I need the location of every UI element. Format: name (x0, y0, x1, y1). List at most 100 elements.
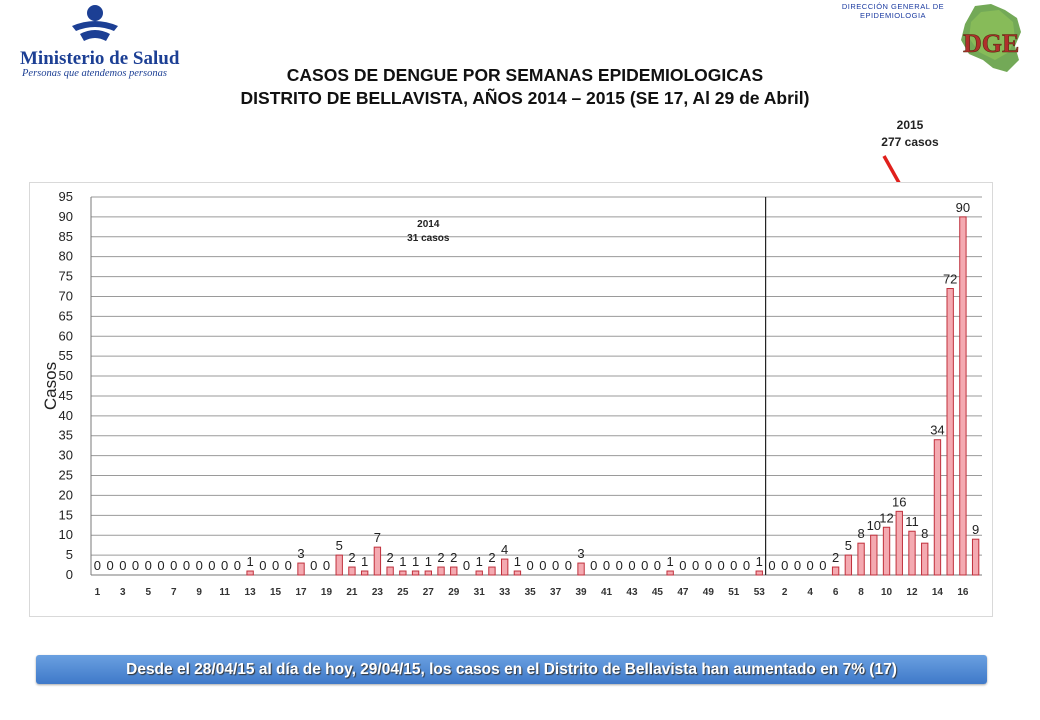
x-tick-label: 10 (881, 587, 893, 598)
ministry-tagline: Personas que atendemos personas (22, 68, 167, 79)
data-label: 1 (667, 554, 674, 569)
data-label: 0 (106, 558, 113, 573)
x-tick-label: 25 (397, 587, 409, 598)
data-label: 0 (183, 558, 190, 573)
x-tick-label: 9 (196, 587, 202, 598)
dge-caption-line2: EPIDEMIOLOGIA (859, 11, 927, 20)
data-label: 12 (879, 510, 893, 525)
chart-title-line2: DISTRITO DE BELLAVISTA, AÑOS 2014 – 2015… (240, 88, 810, 108)
data-label: 0 (323, 558, 330, 573)
x-tick-label: 47 (677, 587, 689, 598)
data-label: 2 (450, 550, 457, 565)
data-label: 0 (539, 558, 546, 573)
dge-caption-line1: DIRECCIÓN GENERAL DE (841, 2, 945, 11)
bar-2015-week-14 (933, 439, 942, 576)
data-label: 0 (170, 558, 177, 573)
chart-title-line1: CASOS DE DENGUE POR SEMANAS EPIDEMIOLOGI… (286, 65, 764, 85)
data-label: 0 (616, 558, 623, 573)
data-label: 1 (412, 554, 419, 569)
data-label: 4 (501, 542, 508, 557)
data-label: 0 (119, 558, 126, 573)
x-tick-label: 6 (833, 587, 839, 598)
data-label: 0 (819, 558, 826, 573)
x-tick-label: 19 (321, 587, 333, 598)
annotation-2015-cases: 277 casos (881, 135, 939, 149)
bar-2014-week-22 (360, 570, 369, 576)
data-label: 0 (157, 558, 164, 573)
bar-2014-week-34 (513, 570, 522, 576)
data-label: 1 (246, 554, 253, 569)
data-label: 0 (794, 558, 801, 573)
x-tick-label: 27 (423, 587, 435, 598)
x-tick-label: 21 (346, 587, 358, 598)
data-label: 0 (590, 558, 597, 573)
bar-2014-week-33 (500, 558, 509, 576)
bar-2014-week-17 (297, 562, 305, 576)
data-label: 34 (930, 423, 944, 438)
data-label: 2 (488, 550, 495, 565)
bar-2015-week-9 (870, 534, 878, 576)
x-tick-label: 53 (754, 587, 766, 598)
y-tick-label: 30 (59, 448, 73, 463)
x-tick-label: 31 (474, 587, 486, 598)
x-tick-label: 35 (525, 587, 537, 598)
data-label: 0 (527, 558, 534, 573)
x-tick-label: 7 (171, 587, 177, 598)
bar-2014-week-46 (666, 570, 674, 576)
data-label: 5 (845, 538, 852, 553)
data-label: 0 (552, 558, 559, 573)
data-label: 0 (463, 558, 470, 573)
y-tick-label: 35 (59, 428, 73, 443)
y-tick-label: 50 (59, 368, 73, 383)
ministerio-de-salud-logo: Ministerio de Salud Personas que atendem… (18, 4, 180, 80)
x-tick-label: 16 (957, 587, 969, 598)
x-tick-label: 1 (95, 587, 101, 598)
data-label: 0 (705, 558, 712, 573)
data-label: 0 (692, 558, 699, 573)
y-tick-label: 5 (66, 547, 73, 562)
bar-2014-week-26 (411, 570, 420, 576)
x-tick-label: 15 (270, 587, 282, 598)
y-tick-label: 20 (59, 487, 73, 502)
x-tick-label: 2 (782, 587, 788, 598)
y-tick-label: 90 (59, 209, 73, 224)
period-label-2014-cases: 31 casos (407, 233, 450, 244)
data-label: 10 (867, 518, 881, 533)
x-tick-label: 43 (626, 587, 638, 598)
data-label: 0 (272, 558, 279, 573)
bar-2015-week-16 (959, 216, 967, 576)
data-label: 0 (310, 558, 317, 573)
x-tick-label: 45 (652, 587, 664, 598)
data-label: 0 (94, 558, 101, 573)
x-tick-label: 11 (219, 587, 230, 598)
data-label: 8 (921, 526, 928, 541)
y-tick-label: 60 (59, 328, 73, 343)
bar-2015-week-15 (946, 288, 954, 576)
data-label: 0 (221, 558, 228, 573)
data-label: 11 (905, 514, 919, 529)
dge-logo-icon: DGE (961, 4, 1021, 72)
data-label: 0 (730, 558, 737, 573)
x-tick-label: 33 (499, 587, 511, 598)
y-tick-label: 65 (59, 308, 73, 323)
bar-2014-week-21 (348, 566, 356, 576)
data-label: 0 (768, 558, 775, 573)
bar-2014-week-29 (450, 566, 458, 576)
data-label: 72 (943, 272, 957, 287)
bar-2014-week-31 (475, 570, 483, 576)
chart-title: CASOS DE DENGUE POR SEMANAS EPIDEMIOLOGI… (140, 64, 910, 110)
x-tick-label: 4 (807, 587, 813, 598)
bar-2015-week-10 (882, 526, 891, 576)
y-tick-label: 0 (66, 567, 73, 582)
bar-2014-week-27 (424, 570, 432, 576)
x-tick-label: 17 (295, 587, 307, 598)
data-label: 7 (374, 530, 381, 545)
bar-2014-week-28 (437, 566, 445, 576)
bar-2014-week-13 (246, 570, 254, 576)
x-tick-label: 12 (906, 587, 918, 598)
ministry-name: Ministerio de Salud (20, 48, 180, 69)
data-label: 0 (807, 558, 814, 573)
data-label: 0 (717, 558, 724, 573)
data-label: 1 (361, 554, 368, 569)
data-label: 0 (654, 558, 661, 573)
